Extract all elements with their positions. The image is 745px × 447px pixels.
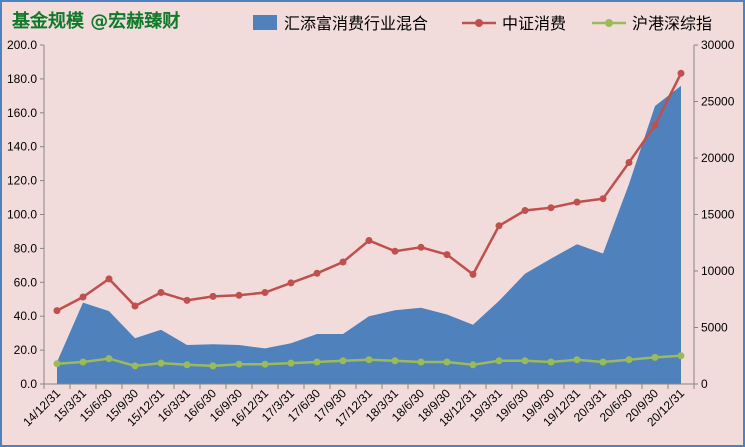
right-tick-label-3: 15000 [701, 208, 735, 222]
series-1-point-1 [79, 293, 87, 301]
series-2-point-10 [313, 358, 321, 366]
left-tick-label-8: 160.0 [7, 106, 37, 120]
series-1-point-0 [53, 307, 61, 315]
left-tick-label-7: 140.0 [7, 140, 37, 154]
series-2-point-5 [183, 361, 191, 369]
series-1-point-18 [521, 207, 529, 214]
left-tick-label-9: 180.0 [7, 72, 37, 86]
series-2-point-22 [625, 356, 633, 364]
series-2-point-1 [79, 358, 87, 366]
series-2-point-11 [339, 357, 347, 365]
series-1-point-13 [391, 247, 399, 255]
left-tick-label-6: 120.0 [7, 174, 37, 188]
series-2-point-3 [131, 362, 139, 370]
right-tick-label-1: 5000 [701, 321, 728, 335]
right-tick-label-5: 25000 [701, 95, 735, 109]
series-2-point-2 [105, 355, 113, 363]
series-1-point-10 [313, 269, 321, 277]
series-1-point-22 [625, 159, 633, 166]
legend-label-1: 中证消费 [502, 14, 566, 33]
legend: 汇添富消费行业混合 中证消费 沪港深综指 [253, 14, 712, 33]
series-1-point-7 [235, 291, 243, 299]
series-1-point-20 [573, 198, 581, 206]
series-2-point-8 [261, 360, 269, 368]
series-2-point-16 [469, 361, 477, 369]
series-1-point-2 [105, 275, 113, 283]
series-1-point-8 [261, 289, 269, 296]
series-2-point-21 [599, 358, 607, 366]
series-1-point-3 [131, 302, 139, 310]
series-1-point-11 [339, 258, 347, 266]
area-series-0 [57, 85, 681, 384]
legend-marker-1 [475, 19, 483, 27]
right-tick-label-2: 10000 [701, 264, 735, 278]
series-2-point-14 [417, 358, 425, 366]
series-2-point-9 [287, 359, 295, 367]
series-2-point-0 [53, 360, 61, 368]
series-1-point-17 [495, 222, 503, 230]
series-1-point-21 [599, 195, 607, 203]
series-1-point-19 [547, 204, 555, 212]
series-1-point-6 [209, 292, 217, 300]
series-1-point-14 [417, 243, 425, 251]
series-2-point-15 [443, 358, 451, 366]
series-1-point-5 [183, 296, 191, 304]
series-1-point-15 [443, 251, 451, 259]
legend-label-0: 汇添富消费行业混合 [284, 14, 428, 33]
legend-label-2: 沪港深综指 [632, 14, 712, 33]
series-2-point-13 [391, 357, 399, 365]
series-1-point-24 [677, 69, 685, 77]
series-1-point-9 [287, 279, 295, 287]
series-2-point-7 [235, 360, 243, 368]
right-tick-label-6: 30000 [701, 38, 735, 52]
left-tick-label-2: 40.0 [14, 309, 38, 323]
left-tick-label-3: 60.0 [14, 275, 38, 289]
left-tick-label-1: 20.0 [14, 343, 38, 357]
series-2-point-18 [521, 357, 529, 365]
series-1-point-12 [365, 237, 373, 244]
left-tick-label-4: 80.0 [14, 241, 38, 255]
series-2-point-12 [365, 356, 373, 364]
series-1-point-16 [469, 270, 477, 278]
series-2-point-24 [677, 352, 685, 360]
left-tick-label-10: 200.0 [7, 38, 37, 52]
right-tick-label-0: 0 [701, 377, 708, 391]
series-2-point-6 [209, 362, 217, 370]
legend-marker-2 [605, 19, 613, 27]
series-2-point-19 [547, 358, 555, 366]
left-tick-label-0: 0.0 [20, 377, 37, 391]
series-1-point-23 [651, 121, 659, 129]
series-2-point-23 [651, 353, 659, 361]
chart-title: 基金规模 @宏赫臻财 [11, 10, 180, 32]
series-2-point-20 [573, 356, 581, 364]
left-tick-label-5: 100.0 [7, 208, 37, 222]
series-2-point-4 [157, 359, 165, 367]
legend-swatch-0 [253, 15, 277, 30]
series-2-point-17 [495, 357, 503, 365]
series-1-point-4 [157, 289, 165, 296]
right-tick-label-4: 20000 [701, 151, 735, 165]
